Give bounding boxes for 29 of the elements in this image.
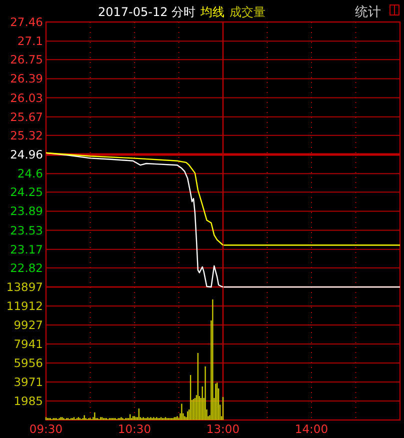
x-tick-label: 13:00 — [206, 422, 240, 436]
y-tick-label: 26.75 — [10, 52, 43, 67]
y-tick-label: 11912 — [6, 299, 43, 314]
text: 统计 — [355, 5, 381, 20]
text: 均线 — [200, 5, 225, 19]
y-tick-label: 23.89 — [10, 204, 43, 218]
y-tick-label: 23.17 — [10, 242, 43, 256]
y-tick-label: 26.03 — [10, 90, 43, 105]
y-tick-label: 23.53 — [10, 223, 43, 238]
chart-title: 2017-05-12 分时 — [98, 5, 196, 19]
x-tick-label: 10:30 — [118, 422, 152, 436]
y-tick-label: 25.32 — [10, 128, 43, 142]
y-tick-label: 5956 — [14, 356, 43, 370]
text: 成交量 — [230, 5, 266, 19]
y-tick-label: 1985 — [14, 394, 43, 408]
x-tick-label: 14:00 — [294, 422, 328, 436]
y-tick-label: 7941 — [14, 337, 43, 352]
y-tick-label: 27.46 — [10, 15, 43, 30]
y-tick-label: 24.6 — [17, 166, 43, 181]
y-tick-label: 24.25 — [10, 185, 43, 200]
y-tick-label: 26.39 — [10, 72, 43, 86]
y-tick-label: 13897 — [6, 280, 43, 294]
y-tick-label: 3971 — [14, 375, 43, 390]
y-tick-label: 24.96 — [10, 148, 43, 162]
x-tick-label: 09:30 — [29, 422, 63, 436]
y-tick-label: 9927 — [14, 318, 43, 332]
y-tick-label: 27.1 — [17, 34, 43, 48]
y-tick-label: 25.67 — [10, 110, 43, 124]
y-tick-label: 22.82 — [10, 260, 43, 275]
